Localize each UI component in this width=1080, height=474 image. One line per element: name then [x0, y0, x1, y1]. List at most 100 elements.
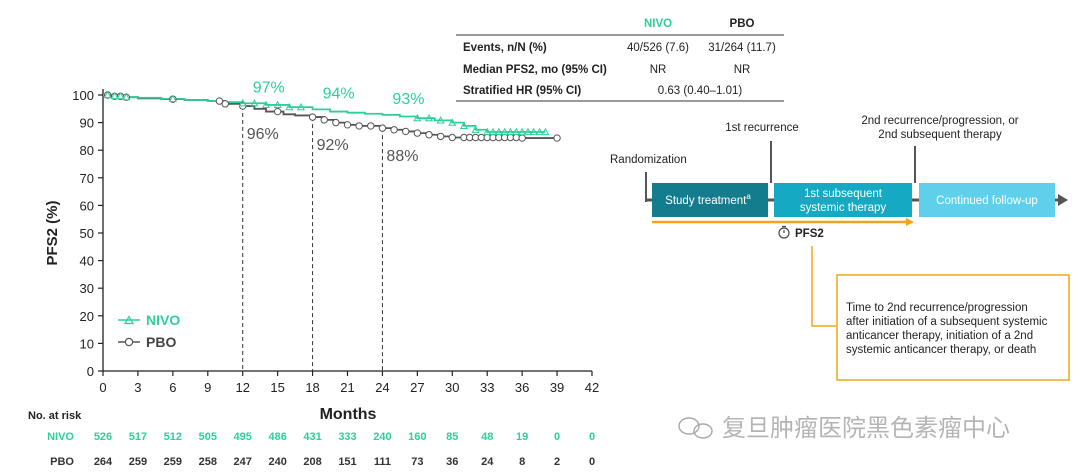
risk-cell-pbo: 24	[481, 456, 494, 468]
table-cell-combined: 0.63 (0.40–1.01)	[658, 85, 743, 97]
risk-cell-pbo: 0	[589, 456, 595, 468]
legend-label-pbo: PBO	[146, 334, 176, 350]
callout-connector	[811, 246, 836, 327]
box-continued-follow-up: Continued follow-up	[919, 183, 1055, 217]
stopwatch-icon	[778, 225, 790, 239]
risk-cell-pbo: 36	[446, 456, 458, 468]
x-tick-label: 0	[99, 380, 106, 395]
annotation-pbo: 96%	[247, 126, 279, 143]
risk-cell-nivo: 505	[199, 431, 217, 443]
censor-mark-nivo	[424, 113, 434, 122]
box-continued-label: Continued follow-up	[936, 195, 1038, 207]
censor-mark-nivo	[541, 127, 550, 136]
censor-mark-pbo	[402, 127, 410, 136]
x-tick-label: 39	[550, 380, 564, 395]
risk-cell-nivo: 495	[234, 431, 252, 443]
summary-table: NIVO PBO Events, n/N (%) 40/526 (7.6) 31…	[456, 18, 784, 102]
annotation-nivo: 93%	[392, 91, 424, 108]
callout-box	[836, 274, 1070, 381]
table-row-label: Stratified HR (95% CI)	[463, 85, 581, 97]
y-tick-label: 10	[80, 336, 94, 351]
censor-mark-nivo	[436, 116, 445, 124]
box-first-subsequent-line2: systemic therapy	[800, 202, 887, 214]
legend-label-nivo: NIVO	[146, 312, 180, 328]
table-header-nivo: NIVO	[644, 18, 672, 30]
censor-mark-nivo	[459, 121, 468, 130]
risk-cell-nivo: 486	[268, 431, 286, 443]
timeline-arrow-head	[1058, 194, 1068, 206]
box-study-treatment: Study treatmenta	[652, 183, 768, 217]
annotation-pbo: 88%	[386, 148, 418, 165]
legend-item-nivo: NIVO	[118, 312, 180, 328]
risk-row-label-nivo: NIVO	[47, 431, 74, 443]
risk-cell-nivo: 0	[554, 431, 560, 443]
x-tick-label: 24	[375, 380, 389, 395]
censor-mark-pbo	[378, 124, 387, 132]
risk-cell-nivo: 160	[408, 431, 426, 443]
risk-cell-nivo: 517	[129, 431, 147, 443]
censor-mark-pbo	[343, 121, 352, 129]
table-cell-pbo: 31/264 (11.7)	[708, 42, 776, 54]
x-tick-label: 30	[445, 380, 459, 395]
risk-cell-pbo: 8	[519, 456, 525, 468]
table-cell-pbo: NR	[734, 64, 751, 76]
censor-mark-pbo	[425, 131, 433, 139]
y-tick-label: 100	[72, 88, 94, 103]
x-tick-label: 36	[515, 380, 529, 395]
box-first-subsequent-line1: 1st subsequent	[804, 188, 883, 200]
censor-mark-pbo	[332, 118, 340, 127]
censor-mark-nivo	[483, 127, 492, 136]
risk-cell-nivo: 19	[516, 431, 528, 443]
censor-mark-nivo	[488, 127, 498, 136]
x-tick-label: 15	[270, 380, 284, 395]
x-tick-label: 9	[204, 380, 211, 395]
censor-mark-nivo	[523, 127, 533, 136]
risk-cell-nivo: 512	[164, 431, 182, 443]
risk-cell-pbo: 240	[268, 456, 286, 468]
x-tick-label: 21	[340, 380, 354, 395]
table-row-label: Events, n/N (%)	[463, 42, 547, 54]
censor-mark-nivo	[122, 92, 131, 101]
table-cell-nivo: NR	[650, 64, 667, 76]
censor-mark-pbo	[215, 97, 224, 105]
censor-mark-nivo	[494, 127, 503, 136]
censor-mark-nivo	[529, 127, 538, 136]
risk-table-title: No. at risk	[28, 410, 82, 422]
y-tick-label: 50	[80, 226, 94, 241]
risk-cell-pbo: 208	[303, 456, 321, 468]
censor-mark-nivo	[471, 125, 480, 133]
censor-mark-pbo	[320, 116, 328, 124]
label-second-recurrence-1: 2nd recurrence/progression, or	[861, 115, 1018, 127]
censor-mark-nivo	[238, 99, 247, 107]
x-tick-label: 42	[585, 380, 599, 395]
label-second-recurrence-2: 2nd subsequent therapy	[878, 129, 1002, 141]
risk-cell-pbo: 2	[554, 456, 560, 468]
annotation-pbo: 92%	[317, 137, 349, 154]
callout-line-3: anticancer therapy, initiation of a 2nd	[846, 330, 1033, 342]
footnote-marker: a	[746, 192, 751, 201]
censor-mark-pbo	[448, 133, 456, 142]
censor-mark-nivo	[103, 90, 112, 99]
x-tick-label: 6	[169, 380, 176, 395]
callout-line-4: systemic anticancer therapy, or death	[846, 344, 1036, 356]
pfs2-span-arrowhead	[906, 218, 914, 226]
box-first-subsequent-therapy: 1st subsequent systemic therapy	[774, 183, 912, 217]
risk-cell-pbo: 73	[411, 456, 423, 468]
legend-item-pbo: PBO	[118, 334, 176, 350]
censor-mark-nivo	[413, 113, 422, 122]
censor-mark-nivo	[512, 127, 521, 136]
risk-row-label-pbo: PBO	[50, 456, 74, 468]
risk-cell-pbo: 247	[234, 456, 252, 468]
table-row-label: Median PFS2, mo (95% CI)	[463, 64, 607, 76]
risk-cell-pbo: 151	[338, 456, 356, 468]
km-chart: PFS2 (%) Months 0 10 20 30 40 50 60 70 80 90 100 0 3…	[44, 79, 599, 423]
watermark: 复旦肿瘤医院黑色素瘤中心	[678, 415, 1010, 442]
x-tick-label: 33	[480, 380, 494, 395]
censor-mark-pbo	[518, 134, 526, 142]
y-tick-label: 40	[80, 254, 94, 269]
censor-mark-nivo	[535, 127, 544, 136]
censor-mark-pbo	[436, 132, 445, 141]
x-tick-label: 27	[410, 380, 424, 395]
y-tick-label: 20	[80, 309, 94, 324]
y-tick-label: 90	[80, 116, 94, 131]
